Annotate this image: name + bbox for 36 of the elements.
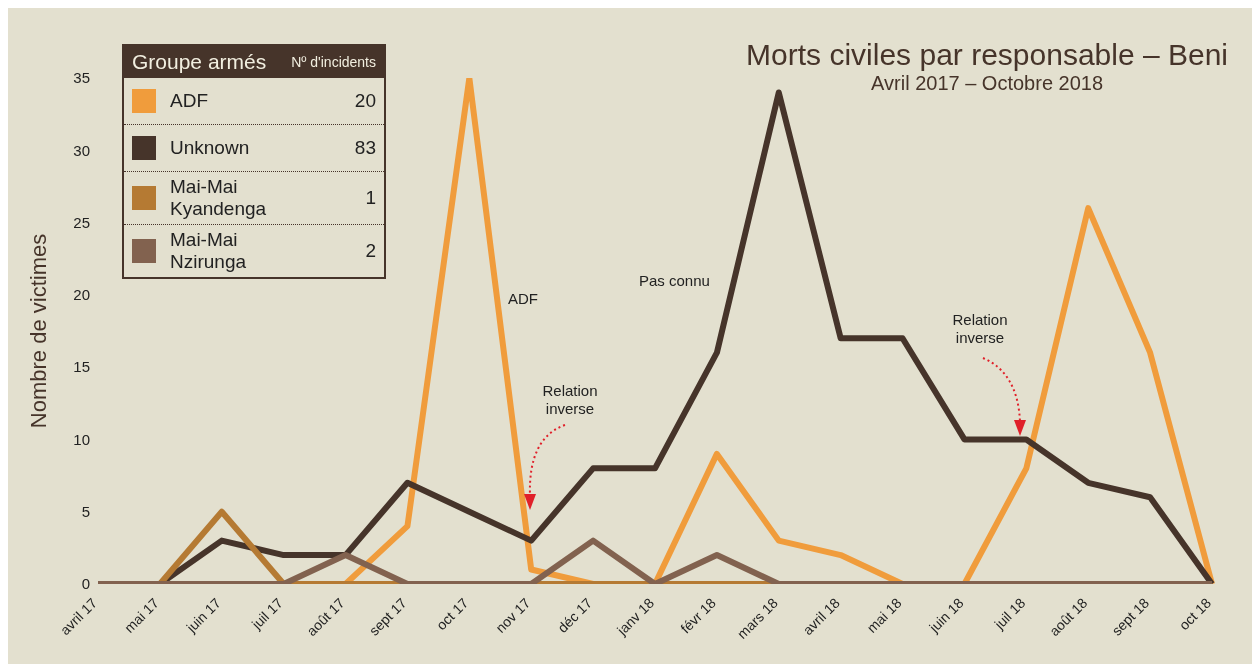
text: Nº d'incidents xyxy=(291,54,376,70)
legend-label: Mai-Mai Kyandenga xyxy=(170,176,268,220)
chart-title: Morts civiles par responsable – Beni xyxy=(746,38,1228,72)
x-tick-label: févr 18 xyxy=(677,594,720,637)
legend-label: Mai-Mai Nzirunga xyxy=(170,229,248,273)
legend-label: ADF xyxy=(170,90,209,112)
y-tick-label: 20 xyxy=(73,286,90,304)
x-tick-label: juin 18 xyxy=(925,594,967,637)
chart-subtitle: Avril 2017 – Octobre 2018 xyxy=(870,72,1105,95)
y-tick-label: 10 xyxy=(73,430,90,448)
x-tick-label: oct 17 xyxy=(433,594,472,634)
annotation: 83 xyxy=(354,137,376,159)
annotation: Relation inverse xyxy=(951,311,1009,347)
x-tick-label: déc 17 xyxy=(554,594,596,636)
annotation: Relation inverse xyxy=(541,382,599,418)
x-tick-label: oct 18 xyxy=(1175,594,1215,634)
x-tick-label: nov 17 xyxy=(492,594,534,636)
y-axis-title: Nombre de victimes xyxy=(25,233,51,429)
annotation: 1 xyxy=(365,187,376,209)
y-tick-label: 25 xyxy=(73,213,90,231)
x-tick-label: mai 18 xyxy=(863,594,905,636)
y-tick-label: 0 xyxy=(81,575,90,593)
y-tick-label: 15 xyxy=(73,358,90,376)
x-tick-label: mai 17 xyxy=(120,594,163,636)
y-tick-label: 30 xyxy=(73,141,90,159)
legend-label: Unknown xyxy=(170,137,251,159)
x-tick-label: juil 18 xyxy=(990,594,1029,633)
y-tick-label: 5 xyxy=(81,503,90,521)
annotation: ADF xyxy=(508,290,538,307)
legend-title: Groupe armés xyxy=(132,50,267,74)
annotation: 20 xyxy=(354,90,376,112)
annotation: Pas connu xyxy=(639,272,710,289)
x-tick-label: juil 17 xyxy=(247,594,286,633)
x-tick-label: juin 17 xyxy=(182,594,225,637)
y-tick-label: 35 xyxy=(73,69,90,87)
annotation: 2 xyxy=(365,240,376,262)
